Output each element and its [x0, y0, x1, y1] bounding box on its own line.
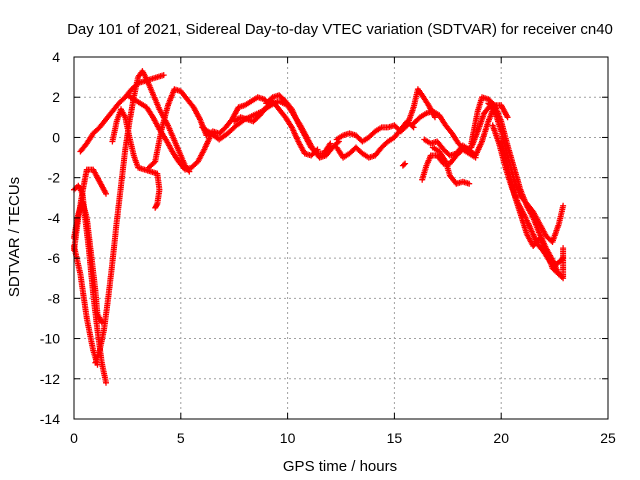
series-arc-23 [399, 160, 409, 169]
series-arc-14 [333, 118, 417, 161]
y-tick-label: -4 [48, 210, 61, 226]
data-points [333, 118, 417, 161]
y-tick-label: -14 [40, 411, 60, 427]
x-tick-label: 15 [387, 430, 403, 446]
data-points [399, 160, 409, 169]
axis-ticks: 0 5 10 15 20 25 -14 -12 -10 -8 -6 -4 -2 0 2 4 [40, 49, 616, 446]
series-arc-22 [498, 138, 562, 278]
series-arc-6 [77, 72, 167, 155]
data-points [419, 146, 479, 183]
y-tick-label: 4 [52, 49, 60, 65]
x-tick-label: 25 [600, 430, 616, 446]
y-axis-label: SDTVAR / TECUs [6, 177, 23, 297]
y-tick-label: -12 [40, 371, 60, 387]
y-tick-label: 2 [52, 89, 60, 105]
data-points [231, 98, 321, 159]
x-tick-label: 20 [493, 430, 509, 446]
y-tick-label: -8 [48, 290, 61, 306]
y-tick-label: -2 [48, 170, 61, 186]
series-arc-9 [145, 86, 274, 171]
data-points [109, 106, 163, 211]
x-tick-label: 5 [177, 430, 185, 446]
y-tick-label: -10 [40, 331, 60, 347]
x-tick-label: 10 [280, 430, 296, 446]
x-tick-label: 0 [70, 430, 78, 446]
series-arc-12 [263, 92, 334, 157]
x-axis-label: GPS time / hours [283, 458, 397, 475]
data-points [263, 92, 334, 157]
series-arc-11 [231, 98, 321, 159]
data-points [498, 138, 562, 278]
data-points [77, 72, 167, 155]
y-tick-label: 0 [52, 129, 60, 145]
chart-title: Day 101 of 2021, Sidereal Day-to-day VTE… [67, 21, 613, 38]
data-points [145, 86, 274, 171]
series-arc-7 [109, 106, 163, 211]
y-tick-label: -6 [48, 250, 61, 266]
plot-frame [73, 56, 609, 420]
series-arc-18 [419, 146, 479, 183]
